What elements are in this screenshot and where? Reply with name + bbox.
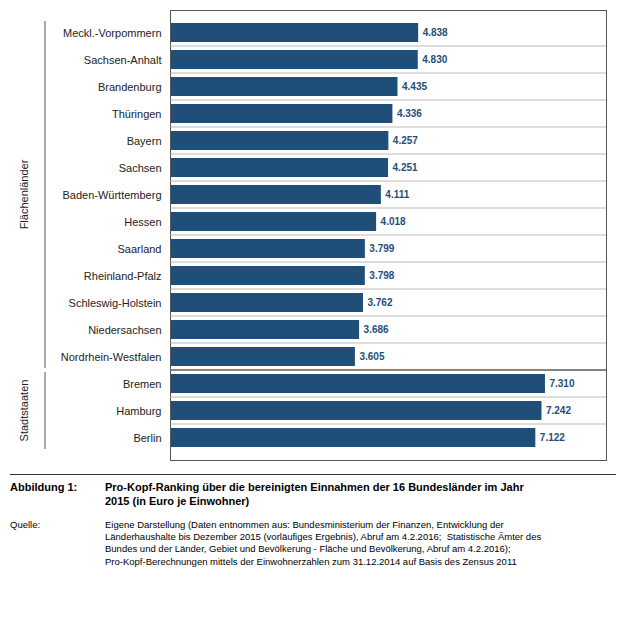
svg-text:4.336: 4.336: [397, 108, 422, 119]
svg-text:Baden-Württemberg: Baden-Württemberg: [62, 189, 161, 201]
svg-text:3.762: 3.762: [367, 297, 392, 308]
svg-text:Nordrhein-Westfalen: Nordrhein-Westfalen: [61, 351, 162, 363]
svg-text:7.242: 7.242: [546, 405, 571, 416]
svg-text:3.686: 3.686: [364, 324, 389, 335]
svg-text:4.018: 4.018: [381, 216, 406, 227]
svg-text:4.435: 4.435: [402, 81, 427, 92]
svg-text:7.310: 7.310: [549, 378, 574, 389]
svg-text:Sachsen-Anhalt: Sachsen-Anhalt: [84, 54, 162, 66]
svg-text:Bremen: Bremen: [123, 378, 162, 390]
svg-text:Stadtstaaten: Stadtstaaten: [18, 380, 30, 442]
svg-text:4.838: 4.838: [423, 27, 448, 38]
html-text:Eigene Darstellung (Daten entn: Eigene Darstellung (Daten entnommen aus:…: [105, 518, 542, 567]
svg-text:4.111: 4.111: [385, 189, 409, 200]
svg-text:3.798: 3.798: [369, 270, 394, 281]
svg-text:Hamburg: Hamburg: [116, 405, 161, 417]
svg-text:Bayern: Bayern: [127, 135, 162, 147]
svg-text:Flächenländer: Flächenländer: [18, 159, 30, 229]
html-text:Abbildung 1:: Abbildung 1:: [10, 481, 78, 493]
svg-text:Niedersachsen: Niedersachsen: [88, 324, 161, 336]
html-text:Quelle:: Quelle:: [10, 518, 41, 530]
html-text:Pro-Kopf-Ranking über die bere: Pro-Kopf-Ranking über die bereinigten Ei…: [105, 481, 524, 507]
svg-text:Brandenburg: Brandenburg: [98, 81, 162, 93]
svg-text:Sachsen: Sachsen: [119, 162, 162, 174]
svg-text:Saarland: Saarland: [117, 243, 161, 255]
svg-text:Meckl.-Vorpommern: Meckl.-Vorpommern: [63, 27, 161, 39]
svg-text:Rheinland-Pfalz: Rheinland-Pfalz: [84, 270, 162, 282]
svg-text:Hessen: Hessen: [124, 216, 161, 228]
svg-text:4.257: 4.257: [393, 135, 418, 146]
svg-text:4.251: 4.251: [393, 162, 418, 173]
svg-text:Schleswig-Holstein: Schleswig-Holstein: [69, 297, 162, 309]
svg-text:3.605: 3.605: [359, 351, 384, 362]
svg-text:Berlin: Berlin: [133, 432, 161, 444]
svg-text:4.830: 4.830: [422, 54, 447, 65]
svg-text:7.122: 7.122: [540, 432, 565, 443]
svg-text:Thüringen: Thüringen: [112, 108, 162, 120]
svg-text:3.799: 3.799: [369, 243, 394, 254]
